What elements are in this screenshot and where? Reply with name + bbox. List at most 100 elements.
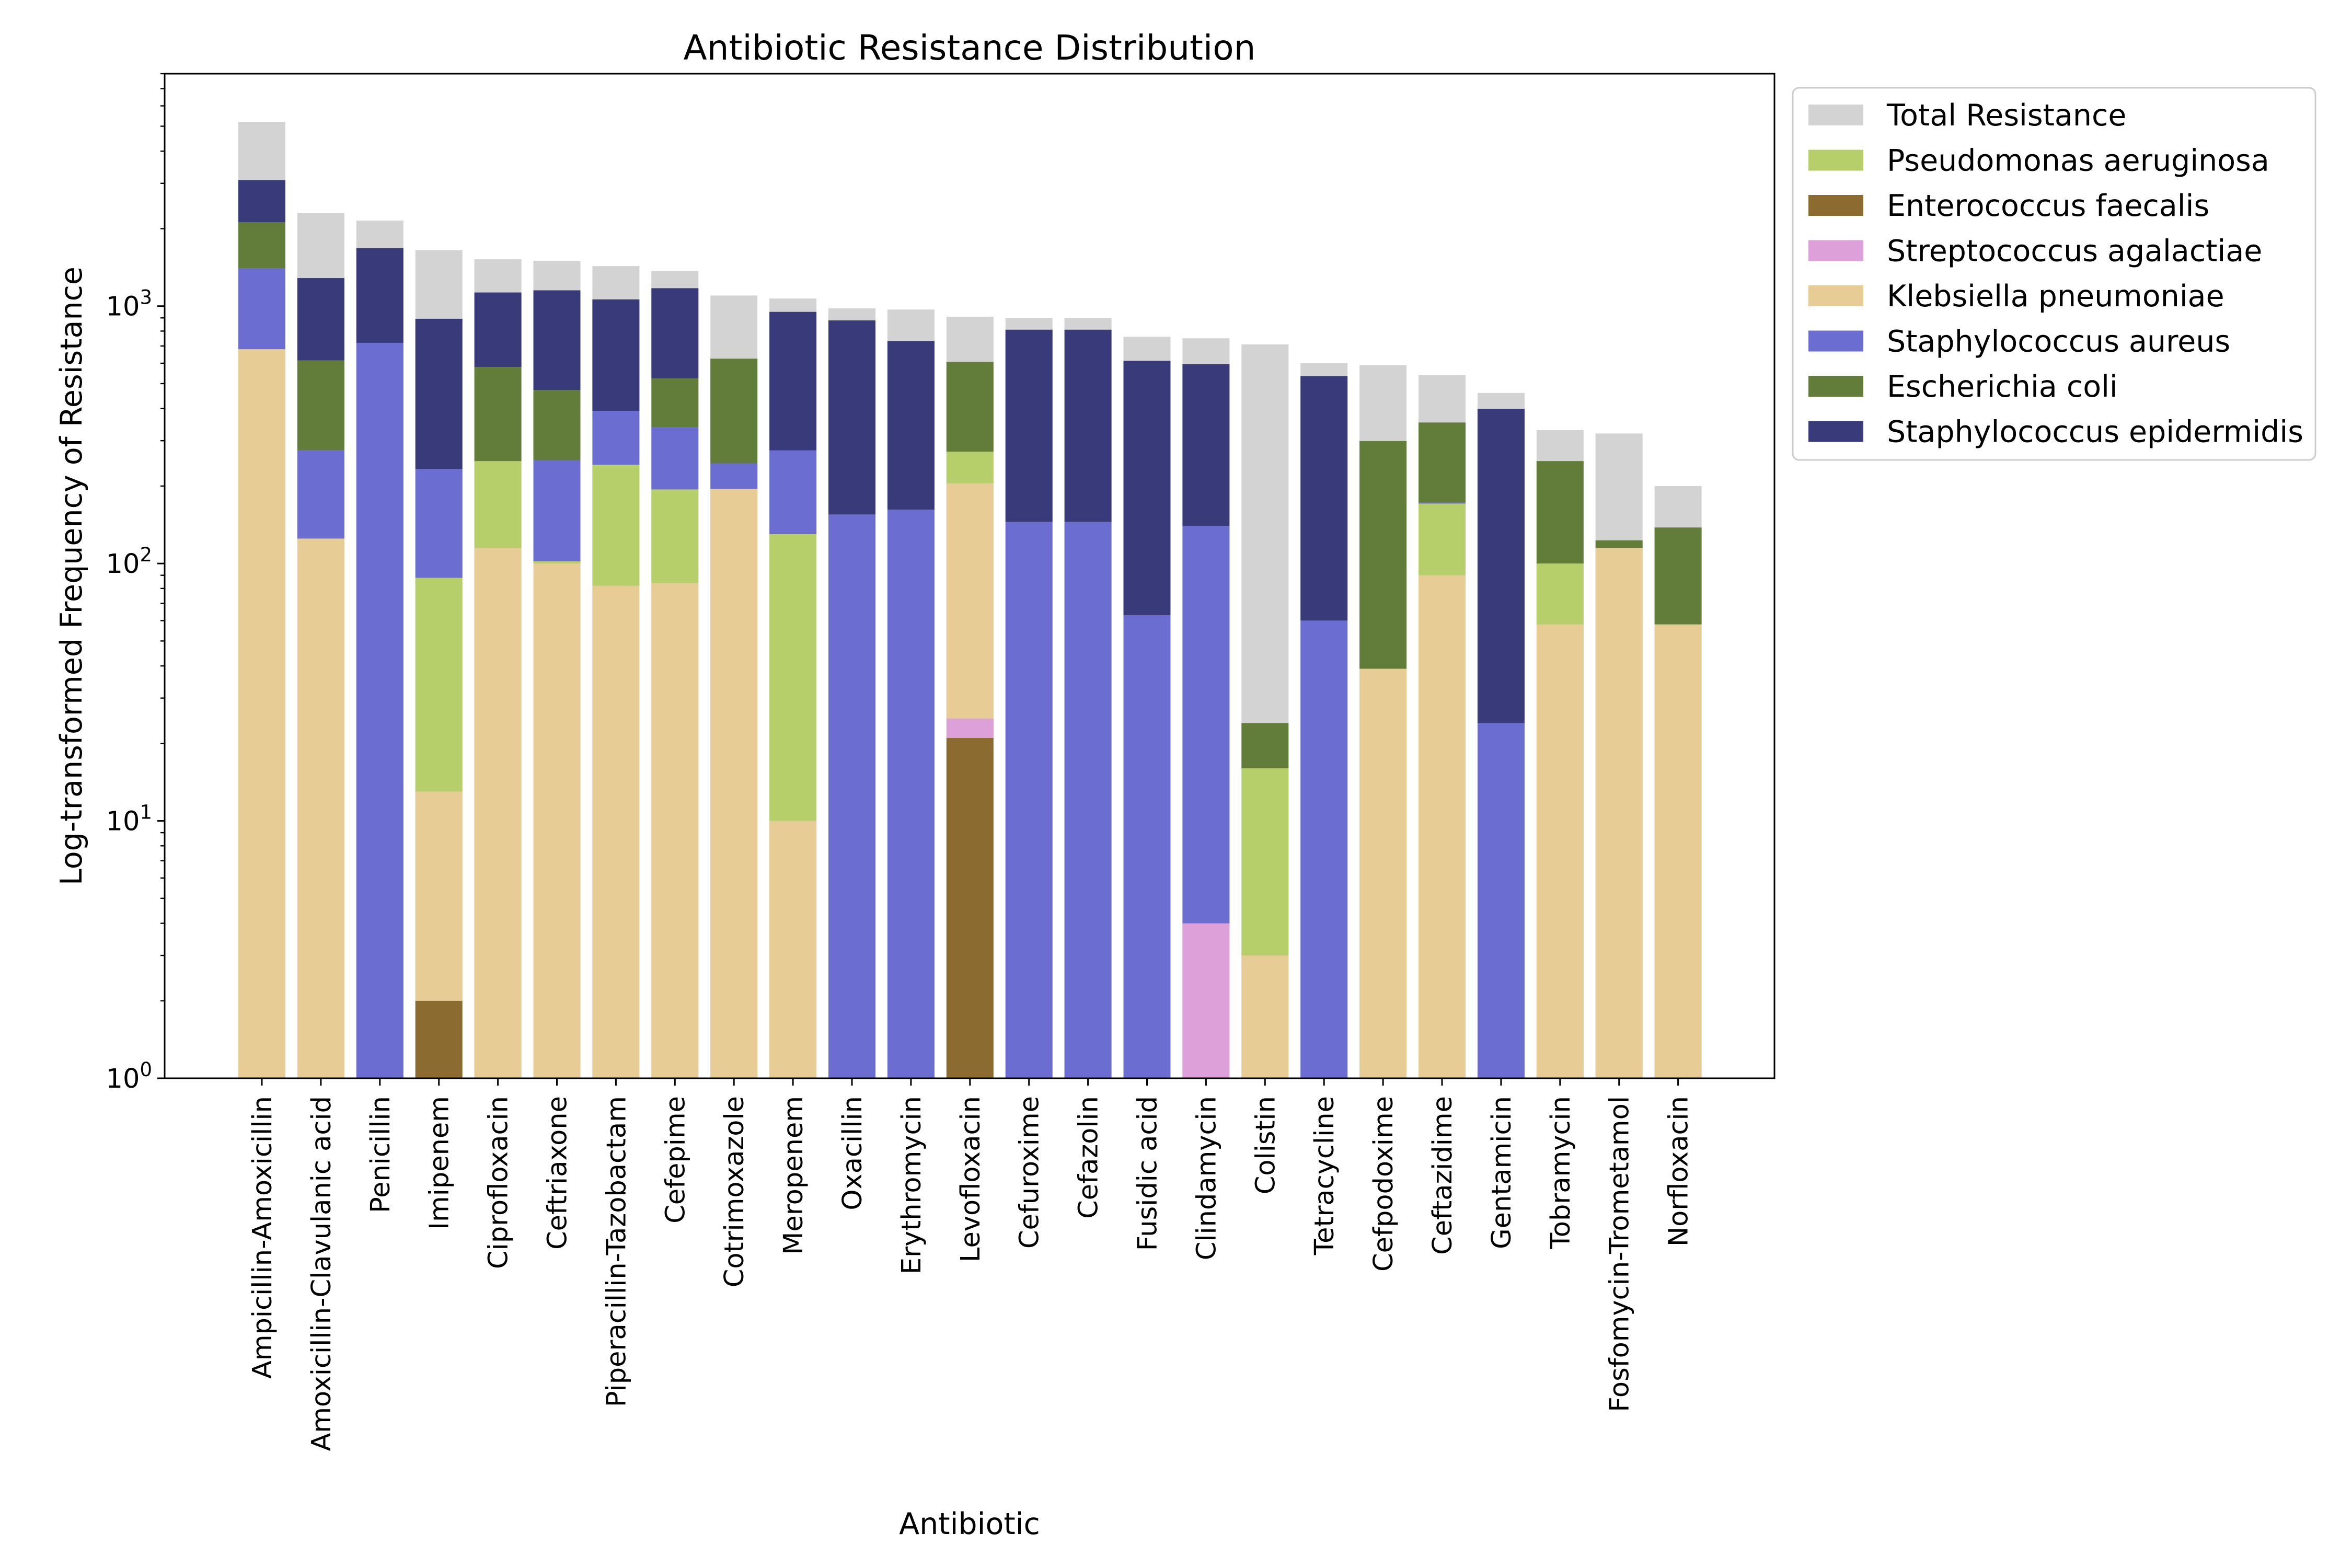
bar-enterococcus-faecalis-imipenem — [415, 1000, 463, 1078]
y-axis: 100 101 102 103 — [106, 73, 165, 1094]
bar-streptococcus-agalactiae-clindamycin — [1182, 923, 1230, 1078]
y-tick-label: 102 — [106, 544, 152, 580]
x-tick-label: Gentamicin — [1486, 1096, 1517, 1249]
bar-staphylococcus-epidermidis-meropenem — [769, 312, 817, 451]
bar-staphylococcus-epidermidis-ciprofloxacin — [474, 292, 522, 367]
x-tick-label: Ciprofloxacin — [483, 1096, 514, 1269]
bar-klebsiella-pneumoniae-ciprofloxacin — [474, 548, 522, 1078]
x-tick-label: Cefuroxime — [1014, 1096, 1045, 1249]
x-tick-label: Cefazolin — [1074, 1096, 1104, 1219]
bar-pseudomonas-aeruginosa-tobramycin — [1536, 563, 1584, 625]
bar-klebsiella-pneumoniae-norfloxacin — [1654, 624, 1702, 1078]
bar-escherichia-coli-ceftazidime — [1419, 422, 1466, 502]
bar-pseudomonas-aeruginosa-imipenem — [415, 578, 463, 792]
legend-label-enterococcus-faecalis: Enterococcus faecalis — [1887, 189, 2209, 223]
x-axis: Ampicillin-Amoxicillin Amoxicillin-Clavul… — [247, 1078, 1694, 1451]
bar-pseudomonas-aeruginosa-ceftriaxone — [533, 561, 581, 564]
x-tick-label: Colistin — [1250, 1096, 1281, 1194]
x-tick-label: Fusidic acid — [1133, 1096, 1163, 1251]
bar-staphylococcus-epidermidis-amoxicillin-clavulanic-acid — [297, 278, 344, 361]
x-tick-label: Penicillin — [365, 1096, 396, 1213]
bar-escherichia-coli-levofloxacin — [946, 362, 994, 452]
bar-staphylococcus-aureus-ceftazidime — [1419, 502, 1466, 504]
bar-staphylococcus-epidermidis-erythromycin — [887, 341, 935, 510]
y-axis-label: Log-transformed Frequency of Resistance — [54, 267, 89, 885]
bar-staphylococcus-aureus-erythromycin — [887, 509, 935, 1078]
bar-escherichia-coli-ceftriaxone — [533, 390, 581, 460]
y-tick-label: 103 — [106, 286, 152, 322]
bar-klebsiella-pneumoniae-cotrimoxazole — [710, 489, 758, 1079]
legend-swatch-escherichia-coli — [1808, 376, 1863, 397]
bar-staphylococcus-epidermidis-imipenem — [415, 318, 463, 469]
bar-klebsiella-pneumoniae-piperacillin-tazobactam — [592, 585, 640, 1078]
x-tick-label: Oxacillin — [837, 1096, 868, 1210]
legend-swatch-streptococcus-agalactiae — [1808, 240, 1863, 261]
bar-klebsiella-pneumoniae-amoxicillin-clavulanic-acid — [297, 538, 344, 1078]
y-tick-label: 101 — [106, 801, 152, 837]
bar-pseudomonas-aeruginosa-cefepime — [651, 489, 699, 583]
bar-klebsiella-pneumoniae-colistin — [1241, 955, 1289, 1078]
bar-klebsiella-pneumoniae-cefpodoxime — [1359, 668, 1407, 1078]
legend-label-klebsiella-pneumoniae: Klebsiella pneumoniae — [1887, 279, 2224, 314]
x-tick-label: Ceftriaxone — [543, 1096, 573, 1250]
legend-swatch-staphylococcus-aureus — [1808, 330, 1863, 352]
bar-escherichia-coli-ampicillin-amoxicillin — [238, 222, 285, 269]
x-tick-label: Meropenem — [778, 1096, 809, 1255]
bar-staphylococcus-aureus-piperacillin-tazobactam — [592, 410, 640, 465]
bar-pseudomonas-aeruginosa-ciprofloxacin — [474, 461, 522, 548]
bar-klebsiella-pneumoniae-cefepime — [651, 583, 699, 1078]
bar-staphylococcus-aureus-cefuroxime — [1005, 522, 1053, 1078]
legend-swatch-enterococcus-faecalis — [1808, 195, 1863, 216]
legend-label-total-resistance: Total Resistance — [1886, 98, 2126, 133]
bar-pseudomonas-aeruginosa-ceftazidime — [1419, 503, 1466, 575]
bar-staphylococcus-aureus-penicillin — [356, 342, 403, 1079]
bar-klebsiella-pneumoniae-fosfomycin-trometamol — [1595, 548, 1643, 1078]
bar-staphylococcus-aureus-imipenem — [415, 469, 463, 578]
bar-escherichia-coli-amoxicillin-clavulanic-acid — [297, 360, 344, 451]
bar-staphylococcus-epidermidis-ceftriaxone — [533, 290, 581, 390]
bar-staphylococcus-epidermidis-cefepime — [651, 288, 699, 378]
legend: Total Resistance Pseudomonas aeruginosa En… — [1792, 87, 2316, 461]
bar-pseudomonas-aeruginosa-colistin — [1241, 768, 1289, 956]
x-tick-label: Cefpodoxime — [1368, 1096, 1399, 1272]
x-tick-label: Clindamycin — [1191, 1096, 1222, 1260]
legend-swatch-pseudomonas-aeruginosa — [1808, 149, 1863, 171]
x-tick-label: Imipenem — [424, 1096, 455, 1230]
bar-staphylococcus-epidermidis-oxacillin — [828, 320, 875, 515]
legend-swatch-staphylococcus-epidermidis — [1808, 421, 1863, 442]
bar-staphylococcus-aureus-clindamycin — [1182, 526, 1230, 924]
y-tick-label: 100 — [106, 1058, 152, 1094]
legend-label-streptococcus-agalactiae: Streptococcus agalactiae — [1887, 234, 2262, 269]
bar-staphylococcus-epidermidis-ampicillin-amoxicillin — [238, 180, 285, 223]
legend-label-pseudomonas-aeruginosa: Pseudomonas aeruginosa — [1887, 144, 2269, 178]
chart-title: Antibiotic Resistance Distribution — [684, 28, 1256, 68]
bar-staphylococcus-epidermidis-gentamicin — [1477, 409, 1525, 723]
bar-staphylococcus-aureus-amoxicillin-clavulanic-acid — [297, 450, 344, 539]
bar-staphylococcus-aureus-cefepime — [651, 427, 699, 490]
bar-escherichia-coli-tobramycin — [1536, 461, 1584, 564]
x-tick-label: Cotrimoxazole — [719, 1096, 750, 1287]
bar-klebsiella-pneumoniae-ampicillin-amoxicillin — [238, 349, 285, 1078]
bar-klebsiella-pneumoniae-imipenem — [415, 791, 463, 1001]
bar-staphylococcus-aureus-gentamicin — [1477, 723, 1525, 1078]
x-tick-label: Piperacillin-Tazobactam — [601, 1096, 632, 1407]
bar-pseudomonas-aeruginosa-meropenem — [769, 534, 817, 821]
bar-staphylococcus-aureus-meropenem — [769, 450, 817, 535]
bar-klebsiella-pneumoniae-tobramycin — [1536, 624, 1584, 1078]
legend-label-escherichia-coli: Escherichia coli — [1887, 370, 2118, 404]
bars-layer — [238, 122, 1702, 1079]
bar-klebsiella-pneumoniae-meropenem — [769, 821, 817, 1078]
bar-staphylococcus-epidermidis-cefuroxime — [1005, 329, 1053, 522]
x-tick-label: Norfloxacin — [1664, 1096, 1694, 1247]
x-tick-label: Erythromycin — [896, 1096, 927, 1274]
legend-swatch-total-resistance — [1808, 105, 1863, 125]
x-tick-label: Ampicillin-Amoxicillin — [247, 1096, 278, 1379]
bar-escherichia-coli-norfloxacin — [1654, 527, 1702, 625]
bar-klebsiella-pneumoniae-levofloxacin — [946, 483, 994, 719]
bar-staphylococcus-aureus-oxacillin — [828, 514, 875, 1078]
bar-pseudomonas-aeruginosa-levofloxacin — [946, 452, 994, 483]
bar-escherichia-coli-cefepime — [651, 378, 699, 428]
bar-staphylococcus-epidermidis-fusidic-acid — [1123, 361, 1171, 615]
bar-streptococcus-agalactiae-levofloxacin — [946, 718, 994, 738]
